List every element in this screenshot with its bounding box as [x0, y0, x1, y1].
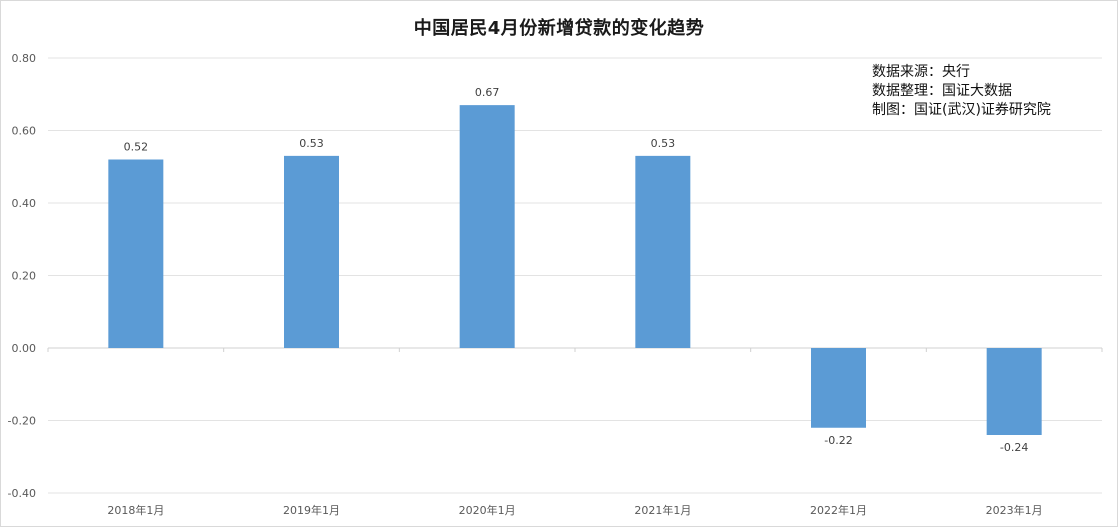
source-line-data-compiler: 数据整理：国证大数据 [872, 83, 1012, 99]
data-label: -0.22 [824, 434, 852, 447]
gridlines [48, 57, 1102, 494]
data-label: -0.24 [1000, 441, 1028, 454]
bar [108, 159, 164, 348]
x-tick-label: 2020年1月 [459, 503, 516, 517]
y-tick-label: 0.40 [12, 197, 37, 210]
y-tick-label: 0.00 [12, 342, 37, 355]
bar [811, 348, 866, 428]
data-label: 0.67 [475, 86, 500, 99]
data-label: 0.52 [124, 141, 149, 154]
x-tick-label: 2019年1月 [283, 503, 340, 517]
chart-title: 中国居民4月份新增贷款的变化趋势 [413, 18, 705, 39]
x-tick-label: 2022年1月 [810, 503, 867, 517]
source-line-chart-maker: 制图：国证(武汉)证券研究院 [872, 102, 1051, 118]
source-line-data-source: 数据来源：央行 [872, 64, 970, 80]
data-label: 0.53 [651, 137, 676, 150]
y-tick-label: -0.40 [8, 487, 36, 500]
bar [635, 155, 691, 348]
y-tick-label: 0.60 [12, 125, 37, 138]
bars [108, 105, 1042, 435]
data-label: 0.53 [299, 137, 324, 150]
x-tick-label: 2023年1月 [986, 503, 1043, 517]
y-tick-label: -0.20 [8, 415, 36, 428]
x-tick-label: 2021年1月 [634, 503, 691, 517]
bar [459, 105, 515, 348]
labels: 0.52 2018年1月 0.53 2019年1月 0.67 2020年1月 0.53 202… [107, 86, 1042, 517]
x-tick-label: 2018年1月 [107, 503, 164, 517]
source-annotation: 数据来源：央行 数据整理：国证大数据 制图：国证(武汉)证券研究院 [872, 63, 1051, 120]
bar [986, 348, 1042, 435]
y-tick-label: 0.80 [12, 52, 37, 65]
y-tick-label: 0.20 [12, 270, 37, 283]
axis: 0.80 0.60 0.40 0.20 0.00 -0.20 -0.40 [8, 52, 1103, 500]
bar [284, 155, 339, 348]
